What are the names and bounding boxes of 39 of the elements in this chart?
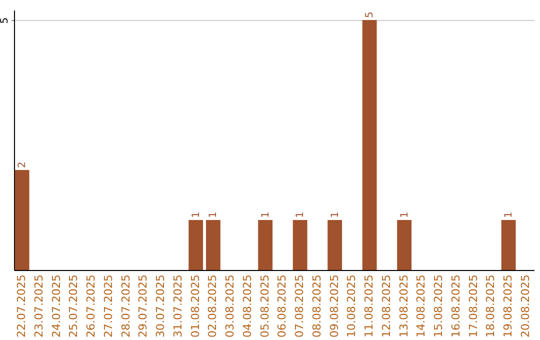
x-tick-label: 27.07.2025 (102, 274, 115, 338)
x-tick-label: 07.08.2025 (293, 274, 306, 338)
x-tick-label: 28.07.2025 (119, 274, 132, 338)
x-tick-label: 25.07.2025 (67, 274, 80, 338)
x-tick-label: 05.08.2025 (258, 274, 272, 338)
data-label: 1 (295, 212, 306, 218)
x-tick-label: 22.07.2025 (15, 274, 28, 338)
x-tick-label: 30.07.2025 (154, 274, 168, 338)
data-label: 1 (260, 212, 272, 218)
x-tick-label: 18.08.2025 (484, 274, 498, 338)
x-tick-label: 20.08.2025 (518, 274, 532, 338)
x-tick-label: 06.08.2025 (276, 274, 289, 338)
x-tick-label: 02.08.2025 (206, 274, 220, 338)
x-tick-label: 12.08.2025 (380, 274, 393, 338)
x-tick-label: 08.08.2025 (310, 274, 324, 338)
x-tick-label: 17.08.2025 (466, 274, 480, 338)
data-label: 1 (399, 212, 410, 218)
x-tick-label: 19.08.2025 (502, 274, 515, 338)
x-tick-label: 01.08.2025 (188, 274, 202, 338)
x-tick-label: 04.08.2025 (240, 274, 254, 338)
data-label: 1 (190, 212, 202, 218)
data-label: 2 (17, 162, 28, 168)
x-tick-label: 23.07.2025 (32, 274, 46, 338)
x-tick-label: 11.08.2025 (362, 274, 376, 338)
x-tick-label: 10.08.2025 (345, 274, 358, 338)
x-tick-label: 26.07.2025 (84, 274, 98, 338)
data-label: 1 (504, 212, 515, 218)
data-label: 1 (330, 212, 341, 218)
x-tick-label: 24.07.2025 (50, 274, 63, 338)
data-label: 5 (364, 12, 376, 18)
x-tick-label: 09.08.2025 (328, 274, 341, 338)
x-tick-label: 16.08.2025 (449, 274, 462, 338)
x-tick-label: 15.08.2025 (432, 274, 446, 338)
x-tick-label: 03.08.2025 (224, 274, 237, 338)
x-tick-label: 14.08.2025 (414, 274, 428, 338)
data-label: 1 (208, 212, 220, 218)
x-tick-label: 29.07.2025 (136, 274, 150, 338)
x-tick-label: 31.07.2025 (171, 274, 184, 338)
x-tick-label: 13.08.2025 (397, 274, 410, 338)
